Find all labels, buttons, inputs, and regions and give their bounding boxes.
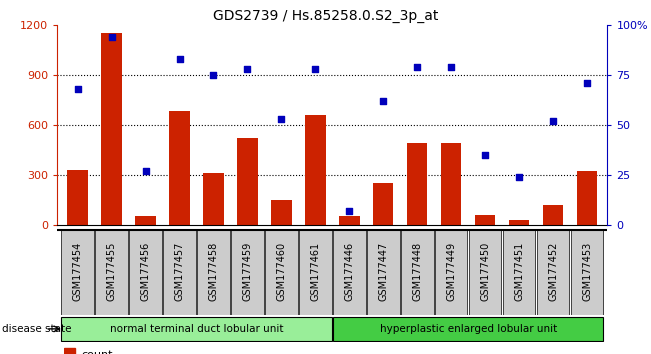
- Point: [174, 56, 185, 62]
- FancyBboxPatch shape: [299, 230, 331, 315]
- Bar: [407, 143, 428, 225]
- Text: GSM177460: GSM177460: [277, 242, 286, 301]
- Bar: [169, 112, 189, 225]
- Point: [582, 80, 592, 86]
- Text: disease state: disease state: [2, 324, 72, 334]
- Point: [208, 72, 219, 78]
- Text: GSM177457: GSM177457: [174, 242, 184, 301]
- Point: [514, 174, 524, 179]
- Bar: [203, 173, 224, 225]
- Text: GSM177452: GSM177452: [548, 242, 558, 301]
- Text: GDS2739 / Hs.85258.0.S2_3p_at: GDS2739 / Hs.85258.0.S2_3p_at: [213, 9, 438, 23]
- Text: GSM177455: GSM177455: [107, 242, 117, 301]
- Point: [276, 116, 286, 122]
- FancyBboxPatch shape: [503, 230, 535, 315]
- Point: [548, 118, 559, 124]
- Bar: [509, 220, 529, 225]
- Text: count: count: [81, 350, 113, 354]
- FancyBboxPatch shape: [333, 230, 366, 315]
- Point: [242, 66, 253, 72]
- Text: GSM177450: GSM177450: [480, 242, 490, 301]
- FancyBboxPatch shape: [367, 230, 400, 315]
- Text: normal terminal duct lobular unit: normal terminal duct lobular unit: [110, 324, 283, 334]
- FancyBboxPatch shape: [571, 230, 603, 315]
- Text: GSM177461: GSM177461: [311, 242, 320, 301]
- Text: GSM177451: GSM177451: [514, 242, 524, 301]
- Point: [446, 64, 456, 70]
- Text: GSM177447: GSM177447: [378, 242, 388, 301]
- Bar: [271, 200, 292, 225]
- Point: [344, 208, 355, 213]
- FancyBboxPatch shape: [435, 230, 467, 315]
- Bar: [373, 183, 393, 225]
- Bar: [135, 216, 156, 225]
- FancyBboxPatch shape: [401, 230, 434, 315]
- FancyBboxPatch shape: [61, 230, 94, 315]
- Point: [310, 66, 320, 72]
- FancyBboxPatch shape: [61, 317, 331, 341]
- Point: [480, 152, 490, 158]
- Bar: [577, 171, 597, 225]
- Text: hyperplastic enlarged lobular unit: hyperplastic enlarged lobular unit: [380, 324, 557, 334]
- Bar: [543, 205, 563, 225]
- Bar: [237, 138, 258, 225]
- Point: [141, 168, 151, 173]
- FancyBboxPatch shape: [95, 230, 128, 315]
- Point: [106, 34, 117, 40]
- Bar: [475, 215, 495, 225]
- Text: GSM177446: GSM177446: [344, 242, 354, 301]
- Bar: [68, 170, 88, 225]
- Bar: [64, 348, 74, 354]
- Bar: [102, 33, 122, 225]
- FancyBboxPatch shape: [265, 230, 298, 315]
- Text: GSM177449: GSM177449: [446, 242, 456, 301]
- FancyBboxPatch shape: [469, 230, 501, 315]
- Bar: [339, 216, 359, 225]
- Point: [412, 64, 422, 70]
- FancyBboxPatch shape: [537, 230, 570, 315]
- FancyBboxPatch shape: [197, 230, 230, 315]
- FancyBboxPatch shape: [333, 317, 603, 341]
- Text: GSM177459: GSM177459: [242, 242, 253, 301]
- FancyBboxPatch shape: [163, 230, 196, 315]
- Text: GSM177453: GSM177453: [582, 242, 592, 301]
- Bar: [305, 115, 326, 225]
- Bar: [441, 143, 462, 225]
- FancyBboxPatch shape: [231, 230, 264, 315]
- FancyBboxPatch shape: [130, 230, 162, 315]
- Point: [378, 98, 389, 104]
- Text: GSM177454: GSM177454: [73, 242, 83, 301]
- Point: [72, 86, 83, 92]
- Text: GSM177456: GSM177456: [141, 242, 150, 301]
- Text: GSM177458: GSM177458: [208, 242, 219, 301]
- Text: GSM177448: GSM177448: [412, 242, 422, 301]
